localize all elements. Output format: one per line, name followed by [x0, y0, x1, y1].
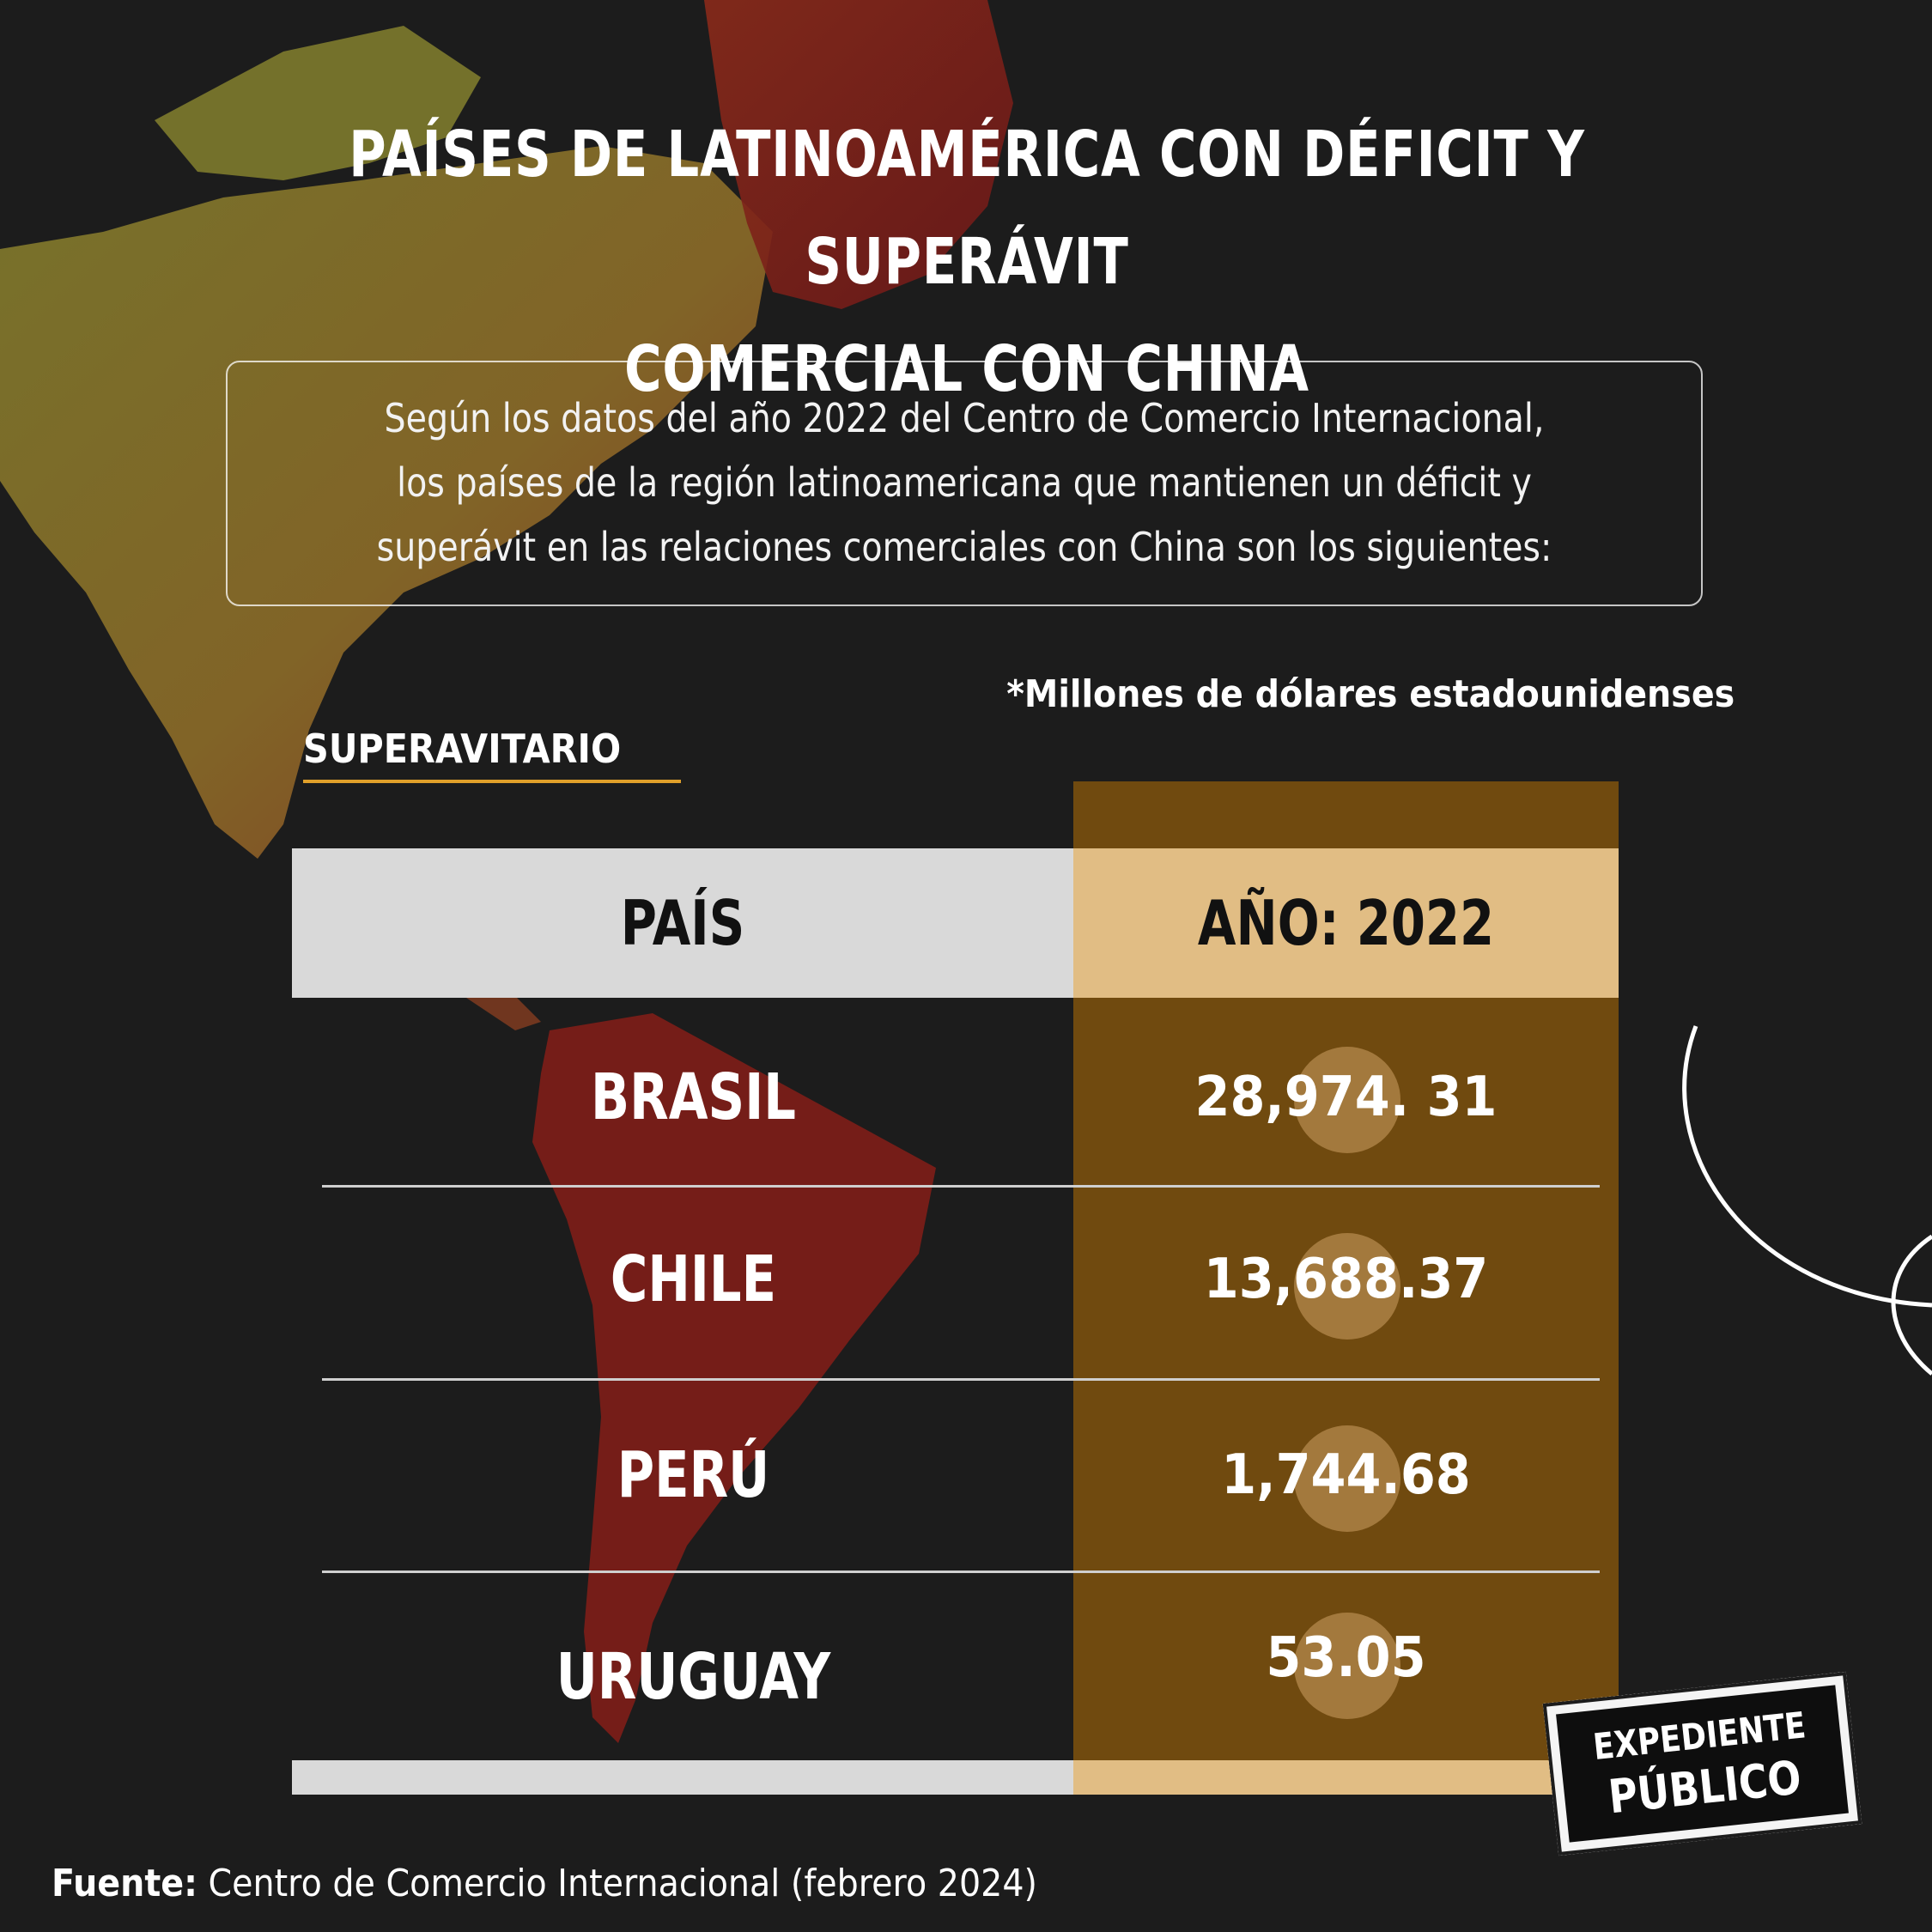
column-header-country: PAÍS [620, 887, 745, 959]
table-row: PERÚ 1,744.68 [0, 1424, 1932, 1527]
title-line-1: PAÍSES DE LATINOAMÉRICA CON DÉFICIT Y SU… [349, 118, 1585, 299]
title-line-2: COMERCIAL CON CHINA [624, 332, 1309, 406]
table-row: URUGUAY 53.05 [0, 1625, 1932, 1728]
value-cell: 13,688.37 [1203, 1248, 1489, 1311]
section-underline [303, 780, 681, 783]
intro-box: Según los datos del año 2022 del Centro … [226, 361, 1703, 606]
source-text: Centro de Comercio Internacional (febrer… [197, 1862, 1038, 1905]
page-title: PAÍSES DE LATINOAMÉRICA CON DÉFICIT Y SU… [194, 101, 1740, 423]
country-cell: BRASIL [591, 1060, 796, 1134]
value-cell: 1,744.68 [1221, 1443, 1471, 1507]
country-cell: PERÚ [617, 1438, 770, 1512]
units-note: *Millones de dólares estadounidenses [1005, 672, 1735, 716]
table-footer-left [292, 1760, 1073, 1795]
table-row: BRASIL 28,974. 31 [0, 1046, 1932, 1149]
column-header-value: AÑO: 2022 [1197, 887, 1495, 959]
row-divider [322, 1378, 1600, 1381]
source-label: Fuente: [52, 1862, 197, 1905]
value-bubble [1294, 1613, 1400, 1719]
decorative-arc-icon [1682, 1025, 1932, 1376]
country-header-background [292, 848, 1073, 998]
table-footer-right [1073, 1760, 1619, 1795]
section-label: SUPERAVITARIO [303, 726, 622, 772]
expediente-publico-logo: EXPEDIENTE PÚBLICO [1542, 1671, 1862, 1856]
north-america-shape [0, 146, 773, 859]
intro-text: Según los datos del año 2022 del Centro … [376, 395, 1552, 570]
table-row: CHILE 13,688.37 [0, 1228, 1932, 1331]
value-cell: 53.05 [1266, 1626, 1426, 1690]
value-bubble [1294, 1233, 1400, 1340]
value-bubble [1294, 1425, 1400, 1532]
row-divider [322, 1185, 1600, 1188]
value-cell: 28,974. 31 [1194, 1066, 1498, 1129]
value-header-background [1073, 848, 1619, 998]
row-divider [322, 1571, 1600, 1573]
source-note: Fuente: Centro de Comercio Internacional… [52, 1862, 1037, 1905]
country-cell: CHILE [610, 1242, 777, 1316]
greenland-shape [704, 0, 1013, 309]
logo-inner: EXPEDIENTE PÚBLICO [1556, 1685, 1849, 1843]
country-cell: URUGUAY [556, 1640, 831, 1714]
arctic-islands-shape [155, 26, 481, 180]
value-bubble [1294, 1047, 1400, 1153]
